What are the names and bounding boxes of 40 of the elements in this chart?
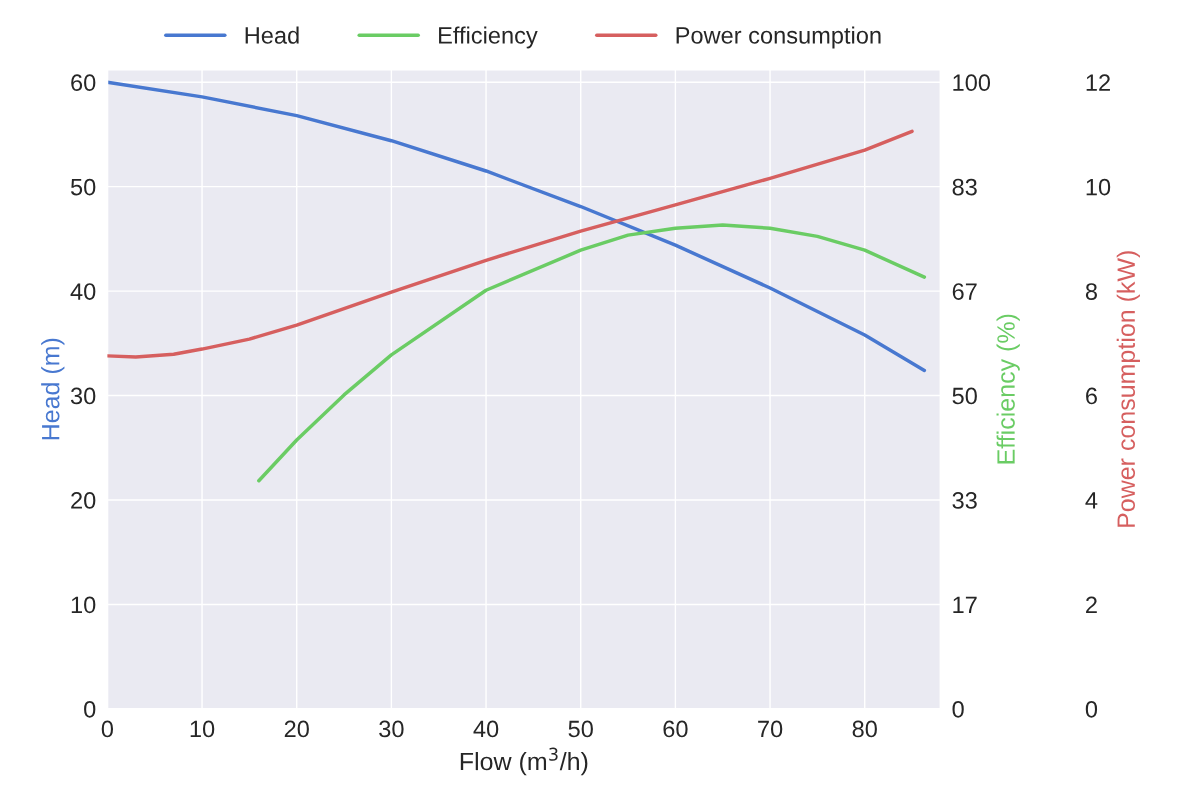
y3-tick-label: 0 — [1085, 700, 1098, 718]
x-tick-label: 70 — [758, 720, 783, 738]
x-tick-label: 60 — [663, 720, 688, 738]
y-tick-label: 40 — [70, 283, 96, 300]
y2-tick-label: 0 — [952, 700, 964, 718]
legend-label: Power consumption — [676, 26, 881, 49]
x-tick-label: 10 — [190, 720, 215, 738]
y2-tick-label: 33 — [952, 492, 977, 509]
y-tick-label: 20 — [71, 492, 96, 509]
x-tick-label: 0 — [101, 720, 114, 738]
y2-tick-label: 17 — [953, 596, 977, 613]
x-tick-label: 30 — [379, 720, 404, 738]
x-tick-label: 80 — [852, 720, 877, 738]
x-tick-label: 40 — [473, 720, 499, 738]
y2-tick-label: 50 — [952, 387, 977, 405]
y3-tick-label: 4 — [1085, 492, 1098, 509]
y-tick-label: 10 — [71, 596, 96, 614]
y3-axis-title: Power consumption (kW) — [1116, 251, 1140, 527]
legend-label: Head — [245, 26, 299, 44]
y3-tick-label: 6 — [1086, 387, 1097, 405]
line-series — [107, 80, 927, 373]
y-tick-label: 60 — [71, 74, 96, 92]
y-tick-label: 30 — [70, 387, 96, 405]
y3-tick-label: 12 — [1086, 74, 1110, 91]
y3-tick-label: 8 — [1085, 283, 1097, 300]
y-tick-label: 0 — [84, 700, 96, 718]
x-tick-label: 50 — [568, 720, 593, 738]
x-axis-title: Flow (m$^{3}$/h) — [460, 747, 588, 776]
y-tick-label: 50 — [70, 178, 96, 196]
y3-tick-label: 10 — [1086, 178, 1111, 196]
line-series — [107, 129, 914, 359]
y2-axis-title: Efficiency (%) — [996, 314, 1020, 464]
y2-tick-label: 67 — [952, 283, 977, 300]
y-axis-title: Head (m) — [41, 338, 65, 440]
y3-tick-label: 2 — [1086, 596, 1097, 613]
x-tick-label: 20 — [284, 720, 309, 738]
line-series — [257, 223, 927, 483]
legend-label: Efficiency — [439, 26, 538, 49]
y2-tick-label: 100 — [953, 74, 991, 92]
y2-tick-label: 83 — [952, 178, 977, 196]
